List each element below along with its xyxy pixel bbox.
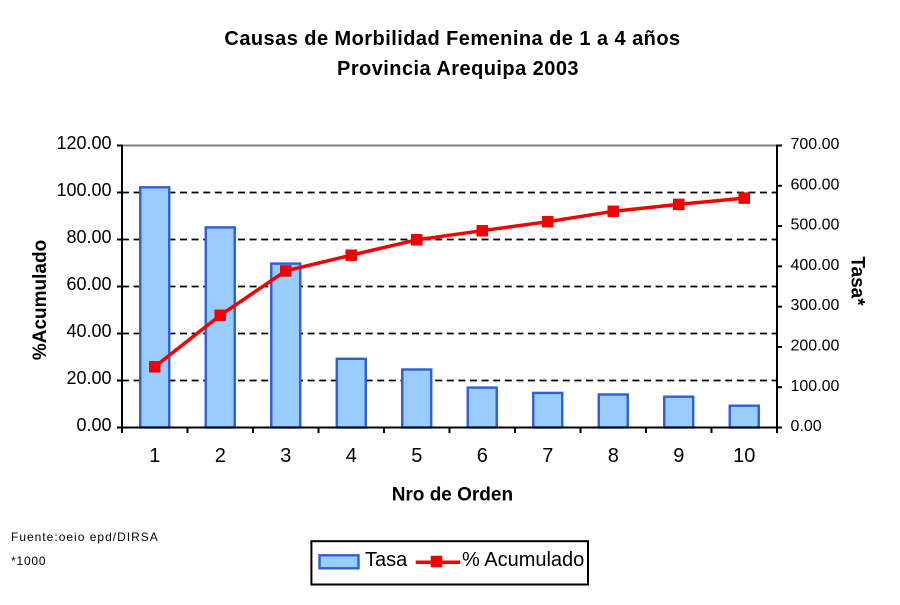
svg-text:300.00: 300.00 [791, 297, 840, 314]
svg-text:1: 1 [149, 445, 160, 467]
svg-text:20.00: 20.00 [66, 368, 111, 388]
svg-text:6: 6 [477, 445, 488, 467]
svg-text:200.00: 200.00 [791, 338, 840, 355]
svg-text:40.00: 40.00 [66, 321, 111, 341]
svg-text:60.00: 60.00 [66, 274, 111, 294]
svg-text:9: 9 [673, 445, 684, 467]
svg-text:Fuente:oeio epd/DIRSA: Fuente:oeio epd/DIRSA [11, 530, 159, 544]
svg-text:*1000: *1000 [11, 554, 46, 568]
svg-text:Tasa: Tasa [365, 549, 408, 571]
svg-text:400.00: 400.00 [791, 257, 840, 274]
svg-text:500.00: 500.00 [791, 217, 840, 234]
svg-text:7: 7 [542, 445, 553, 467]
svg-text:2: 2 [215, 445, 226, 467]
svg-text:% Acumulado: % Acumulado [462, 549, 584, 571]
svg-text:120.00: 120.00 [56, 133, 111, 153]
svg-text:4: 4 [346, 445, 357, 467]
svg-text:80.00: 80.00 [66, 227, 111, 247]
svg-text:Causas de Morbilidad Femenina: Causas de Morbilidad Femenina de 1 a 4 a… [224, 28, 680, 50]
svg-text:0.00: 0.00 [76, 415, 111, 435]
svg-text:3: 3 [280, 445, 291, 467]
svg-text:700.00: 700.00 [791, 136, 840, 153]
svg-text:8: 8 [608, 445, 619, 467]
svg-text:100.00: 100.00 [56, 180, 111, 200]
svg-text:Provincia Arequipa 2003: Provincia Arequipa 2003 [337, 58, 579, 80]
svg-text:%Acumulado: %Acumulado [30, 240, 51, 360]
svg-text:0.00: 0.00 [791, 418, 822, 435]
svg-text:600.00: 600.00 [791, 176, 840, 193]
svg-text:100.00: 100.00 [791, 378, 840, 395]
svg-text:5: 5 [411, 445, 422, 467]
svg-text:Nro de Orden: Nro de Orden [392, 485, 513, 506]
svg-text:Tasa*: Tasa* [847, 256, 868, 306]
svg-text:10: 10 [733, 445, 755, 467]
